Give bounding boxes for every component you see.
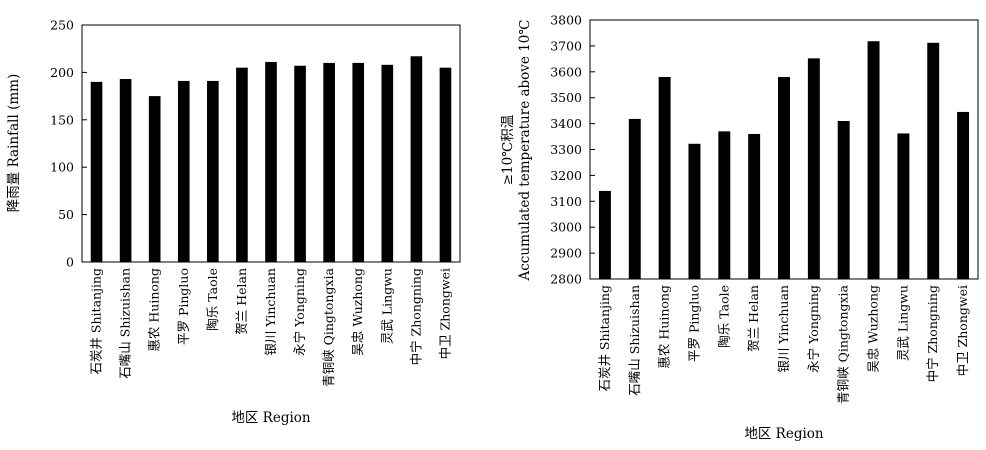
accumulated-temperature-chart: 2800 2900 3000 3100 3200 3300 3400 3500 3600 3700…: [500, 13, 979, 442]
y-tick-label: 3500: [550, 90, 582, 105]
x-tick-label: 中卫 Zhongwei: [437, 268, 452, 359]
y-axis-title: Accumulated temperature above 10℃: [517, 20, 533, 282]
x-tick-label: 陶乐 Taole: [205, 268, 220, 331]
bar-1: [598, 190, 611, 279]
y-tick-label: 3700: [550, 38, 582, 53]
y-tick-label: 150: [50, 112, 74, 127]
bar-12: [927, 42, 940, 279]
bar-2: [119, 79, 132, 262]
x-tick-label: 青铜峡 Qingtongxia: [836, 284, 851, 403]
bar-13: [439, 67, 452, 262]
y-tick-label: 100: [50, 160, 74, 175]
bar-9: [837, 121, 850, 279]
bar-13: [957, 111, 970, 279]
bar-10: [352, 62, 365, 262]
x-tick-label: 灵武 Lingwu: [895, 285, 910, 361]
x-tick-label: 银川 Yinchuan: [776, 285, 791, 373]
x-tick-label: 石炭井 Shitanjing: [89, 268, 104, 375]
bar-4: [688, 143, 701, 279]
bar-9: [323, 62, 335, 262]
y-tick-label: 250: [50, 18, 74, 33]
x-tick-label: 石炭井 Shitanjing: [597, 285, 612, 392]
x-tick-label: 陶乐 Taole: [716, 285, 731, 348]
x-tick-label: 石嘴山 Shizuishan: [627, 285, 642, 396]
y-tick-label: 200: [50, 65, 74, 80]
bar-1: [90, 81, 103, 262]
y-tick-label: 50: [58, 207, 74, 222]
y-tick-label: 3300: [550, 142, 582, 157]
x-tick-label: 平罗 Pingluo: [686, 285, 701, 362]
y-tick-label: 3000: [550, 220, 582, 235]
bar-5: [207, 80, 219, 263]
x-tick-label: 中宁 Zhongning: [925, 285, 940, 382]
x-tick-label: 吴忠 Wuzhong: [866, 285, 881, 373]
bar-6: [748, 133, 761, 279]
y-tick-label: 3400: [550, 116, 582, 131]
y-tick-label: 3100: [550, 194, 582, 209]
bar-10: [867, 41, 880, 279]
x-tick-label: 中卫 Zhongwei: [955, 285, 970, 376]
x-tick-label: 青铜峡 Qingtongxia: [321, 267, 336, 386]
x-axis-title: 地区 Region: [744, 426, 824, 442]
x-tick-label: 永宁 Yongning: [806, 285, 821, 373]
bar-8: [294, 65, 306, 262]
x-tick-label: 灵武 Lingwu: [379, 268, 394, 344]
bar-11: [381, 64, 394, 262]
x-tick-label: 平罗 Pingluo: [176, 268, 191, 345]
y-tick-label: 3600: [550, 64, 582, 79]
y-tick-label: 0: [66, 255, 74, 270]
x-tick-label: 吴忠 Wuzhong: [350, 268, 365, 356]
bar-12: [410, 56, 423, 262]
bar-6: [236, 67, 248, 262]
y-tick-label: 2900: [550, 246, 582, 261]
x-axis-title: 地区 Region: [231, 410, 311, 426]
x-tick-label: 中宁 Zhongning: [408, 268, 423, 365]
bar-8: [807, 58, 820, 279]
rainfall-chart: 0 50 100 150 200 250 石炭井 Shitanjing 石嘴山 Shizuis…: [6, 18, 461, 426]
x-tick-label: 永宁 Yongning: [292, 268, 307, 356]
bar-7: [265, 61, 277, 262]
y-axis-title: ≥10℃积温: [500, 115, 516, 186]
x-tick-label: 贺兰 Helan: [234, 268, 249, 335]
y-tick-label: 3200: [550, 168, 582, 183]
bar-2: [628, 118, 641, 279]
bar-3: [148, 96, 161, 262]
x-tick-label: 惠农 Huinong: [657, 285, 672, 369]
x-tick-label: 石嘴山 Shizuishan: [118, 268, 133, 379]
x-tick-label: 惠农 Huinong: [147, 268, 162, 352]
bar-5: [718, 131, 731, 279]
bar-11: [897, 133, 910, 279]
bar-3: [658, 76, 671, 279]
y-axis-title: 降雨量 Rainfall (mm): [6, 74, 22, 212]
x-tick-label: 贺兰 Helan: [746, 285, 761, 352]
bar-4: [177, 80, 190, 263]
y-tick-label: 2800: [550, 272, 582, 287]
bar-7: [778, 76, 790, 279]
x-tick-label: 银川 Yinchuan: [263, 268, 278, 356]
y-tick-label: 3800: [550, 13, 582, 28]
